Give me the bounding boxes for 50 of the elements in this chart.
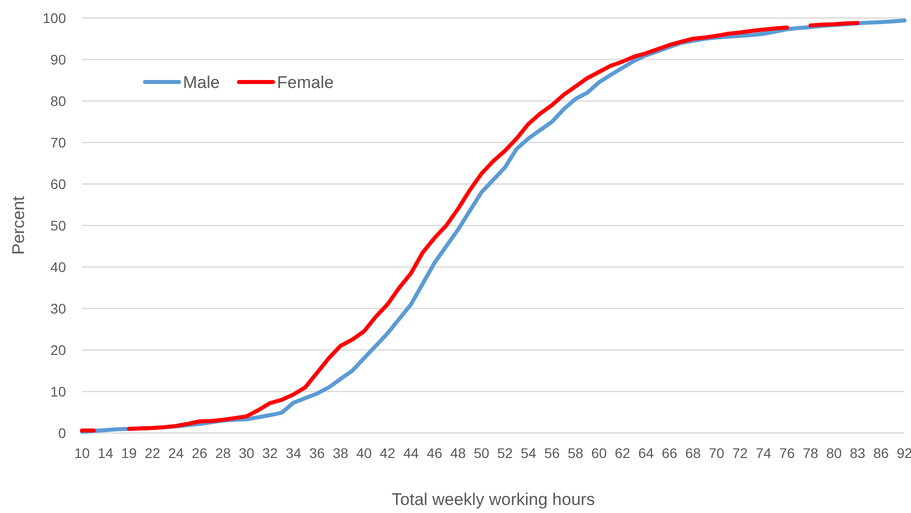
x-tick-label: 86 — [873, 445, 889, 461]
x-tick-label: 76 — [779, 445, 795, 461]
x-tick-label: 14 — [98, 445, 114, 461]
y-tick-label: 30 — [50, 300, 66, 316]
x-tick-label: 66 — [662, 445, 678, 461]
x-tick-label: 80 — [826, 445, 842, 461]
x-tick-label: 44 — [403, 445, 419, 461]
x-tick-label: 68 — [685, 445, 701, 461]
x-tick-label: 10 — [74, 445, 90, 461]
legend-label: Male — [183, 72, 220, 92]
x-tick-label: 32 — [262, 445, 278, 461]
x-tick-label: 19 — [121, 445, 137, 461]
x-tick-label: 36 — [309, 445, 325, 461]
y-tick-label: 20 — [50, 342, 66, 358]
x-tick-label: 83 — [850, 445, 866, 461]
x-tick-label: 26 — [192, 445, 208, 461]
x-tick-label: 74 — [756, 445, 772, 461]
y-tick-label: 80 — [50, 92, 66, 109]
y-tick-label: 90 — [50, 51, 66, 68]
y-axis-title: Percent — [9, 196, 28, 255]
x-tick-label: 42 — [380, 445, 396, 461]
y-tick-label: 0 — [58, 424, 66, 441]
x-tick-label: 38 — [332, 445, 348, 461]
y-tick-label: 100 — [42, 10, 66, 26]
x-tick-label: 72 — [732, 445, 748, 461]
y-tick-label: 70 — [50, 134, 66, 150]
x-tick-label: 62 — [614, 445, 630, 461]
x-tick-label: 60 — [591, 445, 607, 461]
x-tick-label: 40 — [356, 445, 372, 461]
y-tick-label: 50 — [50, 217, 66, 234]
x-tick-label: 34 — [286, 445, 302, 461]
x-tick-label: 22 — [144, 445, 160, 461]
x-tick-label: 78 — [802, 445, 818, 461]
x-tick-label: 70 — [708, 445, 724, 461]
x-tick-label: 28 — [215, 445, 231, 461]
x-tick-label: 50 — [474, 445, 490, 461]
x-tick-label: 64 — [638, 445, 654, 461]
x-tick-label: 30 — [238, 445, 254, 461]
x-tick-label: 54 — [520, 445, 536, 461]
y-tick-label: 40 — [50, 258, 66, 275]
x-tick-label: 56 — [544, 445, 560, 461]
x-tick-label: 58 — [568, 445, 584, 461]
legend-label: Female — [277, 72, 334, 92]
x-axis-title: Total weekly working hours — [392, 490, 595, 509]
x-tick-label: 24 — [168, 445, 184, 461]
y-tick-label: 60 — [50, 176, 66, 192]
y-tick-label: 10 — [50, 383, 66, 400]
x-tick-label: 48 — [450, 445, 466, 461]
x-tick-label: 52 — [497, 445, 513, 461]
x-tick-label: 46 — [426, 445, 442, 461]
